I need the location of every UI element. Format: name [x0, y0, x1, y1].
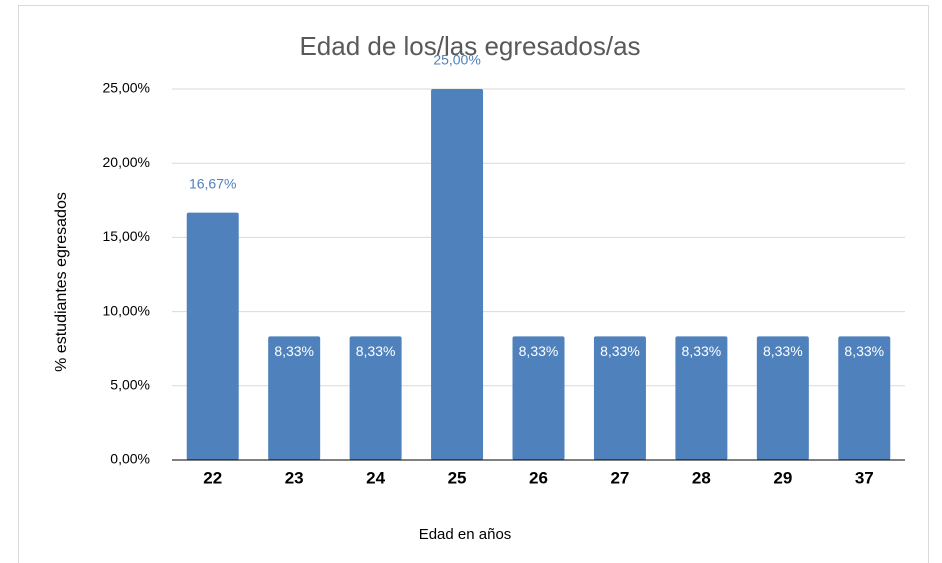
chart-title: Edad de los/las egresados/as	[299, 31, 640, 61]
bar	[512, 336, 565, 460]
bar	[349, 336, 402, 460]
x-axis-title: Edad en años	[419, 526, 512, 543]
x-tick-label: 27	[610, 468, 629, 487]
y-tick-label: 5,00%	[110, 377, 150, 393]
data-label: 8,33%	[682, 343, 722, 359]
y-tick-label: 10,00%	[103, 302, 150, 318]
x-tick-label: 37	[855, 468, 874, 487]
bar	[268, 336, 321, 460]
data-label: 16,67%	[189, 175, 236, 191]
x-tick-label: 23	[285, 468, 304, 487]
bar	[593, 336, 646, 460]
data-label: 8,33%	[600, 343, 640, 359]
x-tick-label: 25	[448, 468, 467, 487]
x-tick-label: 28	[692, 468, 711, 487]
bar	[186, 212, 239, 460]
x-tick-label: 29	[773, 468, 792, 487]
data-label: 8,33%	[519, 343, 559, 359]
y-tick-label: 25,00%	[103, 80, 150, 96]
y-tick-label: 15,00%	[103, 228, 150, 244]
data-label: 8,33%	[844, 343, 884, 359]
data-label: 8,33%	[356, 343, 396, 359]
y-axis-title: % estudiantes egresados	[53, 192, 70, 372]
data-label: 25,00%	[433, 52, 480, 68]
bar	[675, 336, 728, 460]
y-tick-label: 20,00%	[103, 154, 150, 170]
x-tick-label: 26	[529, 468, 548, 487]
bar	[756, 336, 809, 460]
y-tick-label: 0,00%	[110, 451, 150, 467]
data-label: 8,33%	[274, 343, 314, 359]
bar	[431, 89, 484, 460]
x-tick-label: 24	[366, 468, 385, 487]
bar	[838, 336, 891, 460]
data-label: 8,33%	[763, 343, 803, 359]
x-tick-label: 22	[203, 468, 222, 487]
